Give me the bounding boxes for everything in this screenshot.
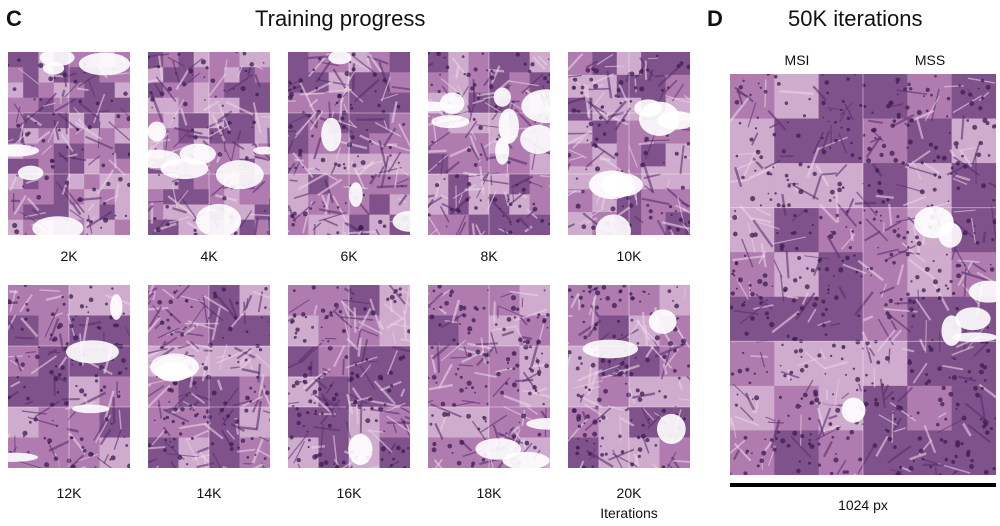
tile-label-6k: 6K	[340, 248, 358, 264]
tissue-texture	[288, 285, 410, 468]
column-header-msi: MSI	[784, 52, 810, 68]
tissue-texture	[8, 52, 130, 235]
tile-label-14k: 14K	[196, 485, 222, 501]
column-header-mss: MSS	[914, 52, 946, 68]
tile-label-18k: 18K	[476, 485, 502, 501]
panel-letter-d: D	[707, 6, 723, 31]
sample-tile-6k	[288, 52, 410, 235]
sample-tile-20k	[568, 285, 690, 468]
sample-tile-16k	[288, 285, 410, 468]
sample-tile-2k	[8, 52, 130, 235]
tissue-texture	[568, 52, 690, 235]
scale-bar	[730, 483, 996, 487]
panel-d-title: 50K iterations	[788, 6, 923, 31]
tile-label-2k: 2K	[60, 248, 78, 264]
sample-tile-8k	[428, 52, 550, 235]
sample-tile-4k	[148, 52, 270, 235]
sample-tile-14k	[148, 285, 270, 468]
tile-label-4k: 4K	[200, 248, 218, 264]
sample-tile-10k	[568, 52, 690, 235]
tile-label-10k: 10K	[616, 248, 642, 264]
tile-label-16k: 16K	[336, 485, 362, 501]
sample-tile-18k	[428, 285, 550, 468]
tissue-texture	[428, 52, 550, 235]
tile-label-20k: 20K	[616, 485, 642, 501]
tissue-texture	[8, 285, 130, 468]
tissue-texture	[148, 285, 270, 468]
tissue-texture	[428, 285, 550, 468]
iterations-axis-note: Iterations	[600, 505, 658, 521]
final-sample-grid	[730, 74, 996, 475]
panel-c-title: Training progress	[255, 6, 426, 31]
sample-tile-12k	[8, 285, 130, 468]
scale-bar-label: 1024 px	[838, 497, 888, 513]
tissue-texture	[288, 52, 410, 235]
tile-label-12k: 12K	[56, 485, 82, 501]
tissue-texture	[568, 285, 690, 468]
tissue-texture	[148, 52, 270, 235]
tissue-texture	[730, 74, 996, 475]
tile-label-8k: 8K	[480, 248, 498, 264]
panel-letter-c: C	[6, 6, 22, 31]
